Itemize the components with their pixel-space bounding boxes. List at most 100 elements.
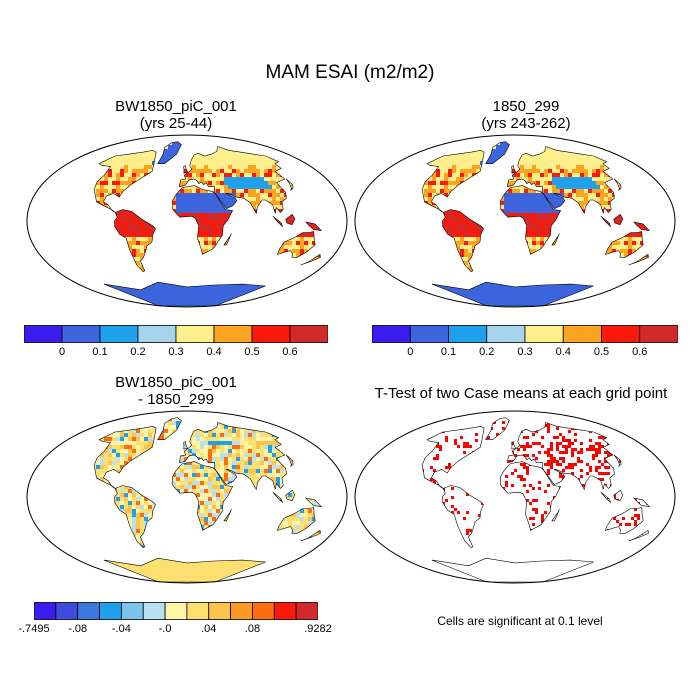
colorbar-tick-label: 0.6 xyxy=(632,346,648,358)
colorbar-swatch xyxy=(289,325,328,343)
colorbar-tick-label: 0.4 xyxy=(206,346,222,358)
coastline xyxy=(511,441,517,450)
panel3-title: BW1850_piC_001 - 1850_299 xyxy=(26,374,326,408)
colorbar-swatch xyxy=(55,602,79,620)
colorbar-swatch xyxy=(208,602,232,620)
coastline xyxy=(613,454,622,467)
coastline xyxy=(178,146,287,215)
coastline xyxy=(157,141,182,164)
colorbar-tick-label: .9282 xyxy=(304,623,332,635)
coastline xyxy=(172,461,234,531)
coastline xyxy=(157,417,182,440)
coastline xyxy=(304,497,323,508)
coastline xyxy=(551,509,560,522)
coastline xyxy=(93,149,157,214)
colorbar-case2 xyxy=(372,325,678,343)
panel2-title-line2: (yrs 243-262) xyxy=(481,115,571,132)
colorbar-tick-label: 0.2 xyxy=(479,346,495,358)
map-frame xyxy=(354,410,676,584)
colorbar-swatch xyxy=(409,325,449,343)
colorbar-tick-label: 0.3 xyxy=(517,346,533,358)
coastline xyxy=(600,215,611,227)
coastline xyxy=(103,557,266,583)
colorbar-tick-label: 0.6 xyxy=(282,346,298,358)
colorbar-swatch xyxy=(295,602,318,620)
coastline xyxy=(500,185,562,255)
map-frame xyxy=(354,134,676,308)
coastline xyxy=(183,441,189,450)
colorbar-swatch xyxy=(524,325,564,343)
coastline xyxy=(183,165,189,174)
coastline xyxy=(114,209,156,272)
colorbar-difference xyxy=(34,602,318,620)
coastline xyxy=(442,209,484,272)
coastline xyxy=(628,253,649,266)
colorbar-swatch xyxy=(61,325,101,343)
colorbar-tick-label: 0.3 xyxy=(168,346,184,358)
colorbar-swatch xyxy=(164,602,188,620)
map-panel-ttest xyxy=(354,410,676,584)
coastline xyxy=(421,149,485,214)
colorbar-swatch xyxy=(120,602,144,620)
map-frame xyxy=(26,134,348,308)
colorbar-tick-label: -.0 xyxy=(158,623,172,635)
colorbar-tick-label: 0.5 xyxy=(593,346,610,358)
panel1-title-line2: (yrs 25-44) xyxy=(139,115,213,132)
coastline xyxy=(485,417,510,440)
colorbar-swatch xyxy=(252,602,275,620)
coastline xyxy=(285,178,294,191)
coastline xyxy=(632,497,651,508)
coastline xyxy=(431,557,594,583)
coastline xyxy=(93,425,157,490)
coastline xyxy=(600,491,611,503)
coastline xyxy=(604,507,644,534)
coastline xyxy=(613,489,624,502)
colorbar-swatch xyxy=(186,602,210,620)
panel2-title: 1850_299 (yrs 243-262) xyxy=(376,98,676,132)
map-panel-case1 xyxy=(26,134,348,308)
colorbar-swatch xyxy=(448,325,488,343)
colorbar-swatch xyxy=(251,325,291,343)
colorbar-tick-label: -.08 xyxy=(68,623,88,635)
coastline xyxy=(276,507,316,534)
coastline xyxy=(632,221,651,232)
coastline xyxy=(500,461,562,531)
coastline xyxy=(431,281,594,307)
coastline xyxy=(506,422,615,491)
colorbar-swatch xyxy=(142,602,166,620)
coastline xyxy=(613,178,622,191)
coastline xyxy=(272,215,283,227)
coastline xyxy=(285,489,296,502)
colorbar-tick-label: .04 xyxy=(201,623,217,635)
coastline xyxy=(421,425,485,490)
panel3-title-line2: - 1850_299 xyxy=(138,391,214,408)
colorbar-tick-label: 0.1 xyxy=(92,346,108,358)
colorbar-swatch xyxy=(230,602,253,620)
ocean-background xyxy=(27,135,347,307)
coastline xyxy=(276,231,316,258)
coastline xyxy=(485,141,510,164)
colorbar-tick-label: 0.4 xyxy=(555,346,571,358)
coastline xyxy=(285,213,296,226)
colorbar-tick-label: -.7495 xyxy=(18,623,50,635)
coastline xyxy=(511,165,517,174)
panel4-title-line1: T-Test of two Case means at each grid po… xyxy=(374,385,668,402)
coastline xyxy=(613,213,624,226)
significance-note: Cells are significant at 0.1 level xyxy=(437,614,603,628)
map-panel-case2 xyxy=(354,134,676,308)
colorbar-swatch xyxy=(99,325,139,343)
panel2-title-line1: 1850_299 xyxy=(492,98,560,115)
colorbar-swatch xyxy=(486,325,526,343)
coastline xyxy=(178,422,287,491)
coastline xyxy=(223,509,232,522)
ocean-background xyxy=(27,411,347,583)
coastline xyxy=(223,233,232,246)
coastline xyxy=(272,491,283,503)
ocean-background xyxy=(355,411,675,583)
colorbar-swatch xyxy=(34,602,57,620)
coastline xyxy=(300,253,321,266)
coastline xyxy=(285,454,294,467)
coastline xyxy=(300,529,321,542)
panel4-title: T-Test of two Case means at each grid po… xyxy=(346,385,696,402)
coastline xyxy=(604,231,644,258)
